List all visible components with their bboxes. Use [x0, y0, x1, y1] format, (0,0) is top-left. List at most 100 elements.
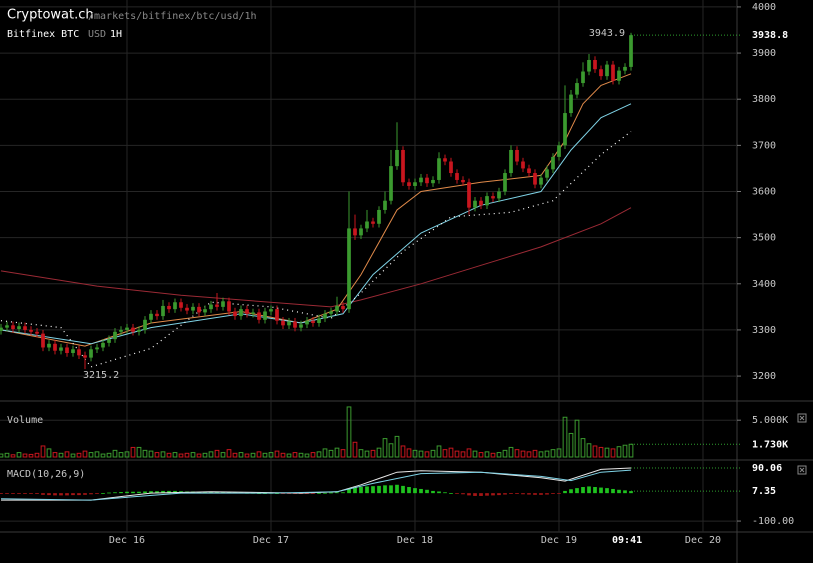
volume-bar — [406, 448, 412, 458]
candle-body — [161, 305, 165, 317]
histogram-bar — [71, 493, 75, 496]
histogram-bar — [29, 493, 33, 494]
histogram-bar — [605, 488, 609, 494]
histogram-bar — [449, 493, 453, 494]
candle-body — [401, 149, 405, 183]
volume-bar — [70, 453, 76, 458]
candle-body — [389, 166, 393, 201]
histogram-bar — [533, 493, 537, 495]
close-icon — [799, 467, 805, 473]
candle-body — [17, 326, 21, 330]
candle-body — [449, 161, 453, 174]
histogram-bar — [515, 493, 519, 494]
volume-bar — [88, 452, 94, 458]
candle-body — [413, 182, 417, 186]
volume-bar — [28, 453, 34, 458]
histogram-bar — [425, 489, 429, 494]
volume-bar — [0, 453, 4, 458]
indicator-line — [1, 467, 632, 501]
x-tick-label: Dec 20 — [685, 535, 721, 546]
candle-body — [599, 69, 603, 77]
histogram-bar — [167, 490, 171, 494]
histogram-bar — [551, 493, 555, 494]
volume-bar — [304, 453, 310, 458]
x-tick-label: Dec 17 — [253, 535, 289, 546]
candle-body — [611, 64, 615, 81]
volume-bar — [424, 451, 430, 458]
candle-body — [119, 329, 123, 332]
panel-title: Volume — [7, 415, 43, 426]
candle-body — [569, 94, 573, 114]
histogram-bar — [581, 487, 585, 494]
volume-bar — [622, 444, 628, 458]
volume-bar — [106, 452, 112, 458]
market-name: Bitfinex BTC — [7, 29, 79, 40]
volume-bar — [196, 453, 202, 458]
y-tick-label: 3400 — [752, 279, 776, 290]
candle-body — [53, 343, 57, 351]
close-button[interactable] — [797, 413, 807, 423]
volume-bar — [136, 446, 142, 458]
histogram-bar — [107, 492, 111, 494]
volume-bar — [190, 452, 196, 458]
volume-bar — [256, 451, 262, 458]
volume-bar — [520, 450, 526, 458]
last-value-label: 3938.8 — [752, 30, 788, 41]
last-value-label: 90.06 — [752, 463, 782, 474]
candle-body — [263, 311, 267, 320]
histogram-bar — [629, 491, 633, 494]
candle-body — [101, 342, 105, 348]
histogram-bar — [77, 493, 81, 496]
candle-body — [23, 326, 27, 330]
candle-body — [575, 83, 579, 95]
volume-bar — [262, 452, 268, 458]
candle-body — [437, 158, 441, 180]
volume-bar — [370, 449, 376, 458]
histogram-bar — [17, 493, 21, 494]
panel-title: MACD(10,26,9) — [7, 469, 85, 480]
volume-bar — [574, 419, 580, 458]
candle-body — [251, 312, 255, 314]
volume-bar — [508, 446, 514, 458]
high-label: 3943.9 — [589, 28, 625, 39]
volume-bar — [400, 445, 406, 458]
volume-bar — [286, 453, 292, 458]
market-path: /markets/bitfinex/btc/usd/1h — [88, 11, 257, 22]
volume-bar — [34, 452, 40, 458]
candle-body — [329, 311, 333, 314]
volume-bar — [298, 452, 304, 458]
histogram-bar — [497, 493, 501, 496]
volume-bar — [334, 447, 340, 458]
candle-body — [41, 333, 45, 348]
close-button[interactable] — [797, 465, 807, 475]
candle-body — [11, 325, 15, 330]
candle-body — [29, 329, 33, 332]
candle-body — [527, 168, 531, 174]
volume-bar — [610, 448, 616, 458]
volume-bar — [472, 450, 478, 458]
candle-body — [629, 35, 633, 67]
histogram-bar — [569, 489, 573, 494]
histogram-bar — [311, 493, 315, 494]
volume-bar — [568, 432, 574, 458]
volume-bar — [148, 450, 154, 458]
candle-body — [95, 347, 99, 350]
last-value-label: 1.730K — [752, 439, 788, 450]
volume-bar — [580, 438, 586, 458]
volume-bar — [490, 452, 496, 458]
volume-bar — [466, 448, 472, 458]
candle-body — [485, 196, 489, 206]
candle-body — [467, 182, 471, 208]
volume-bar — [562, 416, 568, 458]
candle-body — [557, 145, 561, 157]
candle-body — [233, 311, 237, 317]
site-name[interactable]: Cryptowat.ch — [7, 8, 94, 23]
candle-body — [545, 169, 549, 178]
histogram-bar — [611, 488, 615, 494]
histogram-bar — [617, 489, 621, 494]
volume-bar — [22, 453, 28, 458]
candle-body — [281, 320, 285, 326]
histogram-bar — [395, 484, 399, 494]
candle-body — [305, 320, 309, 325]
